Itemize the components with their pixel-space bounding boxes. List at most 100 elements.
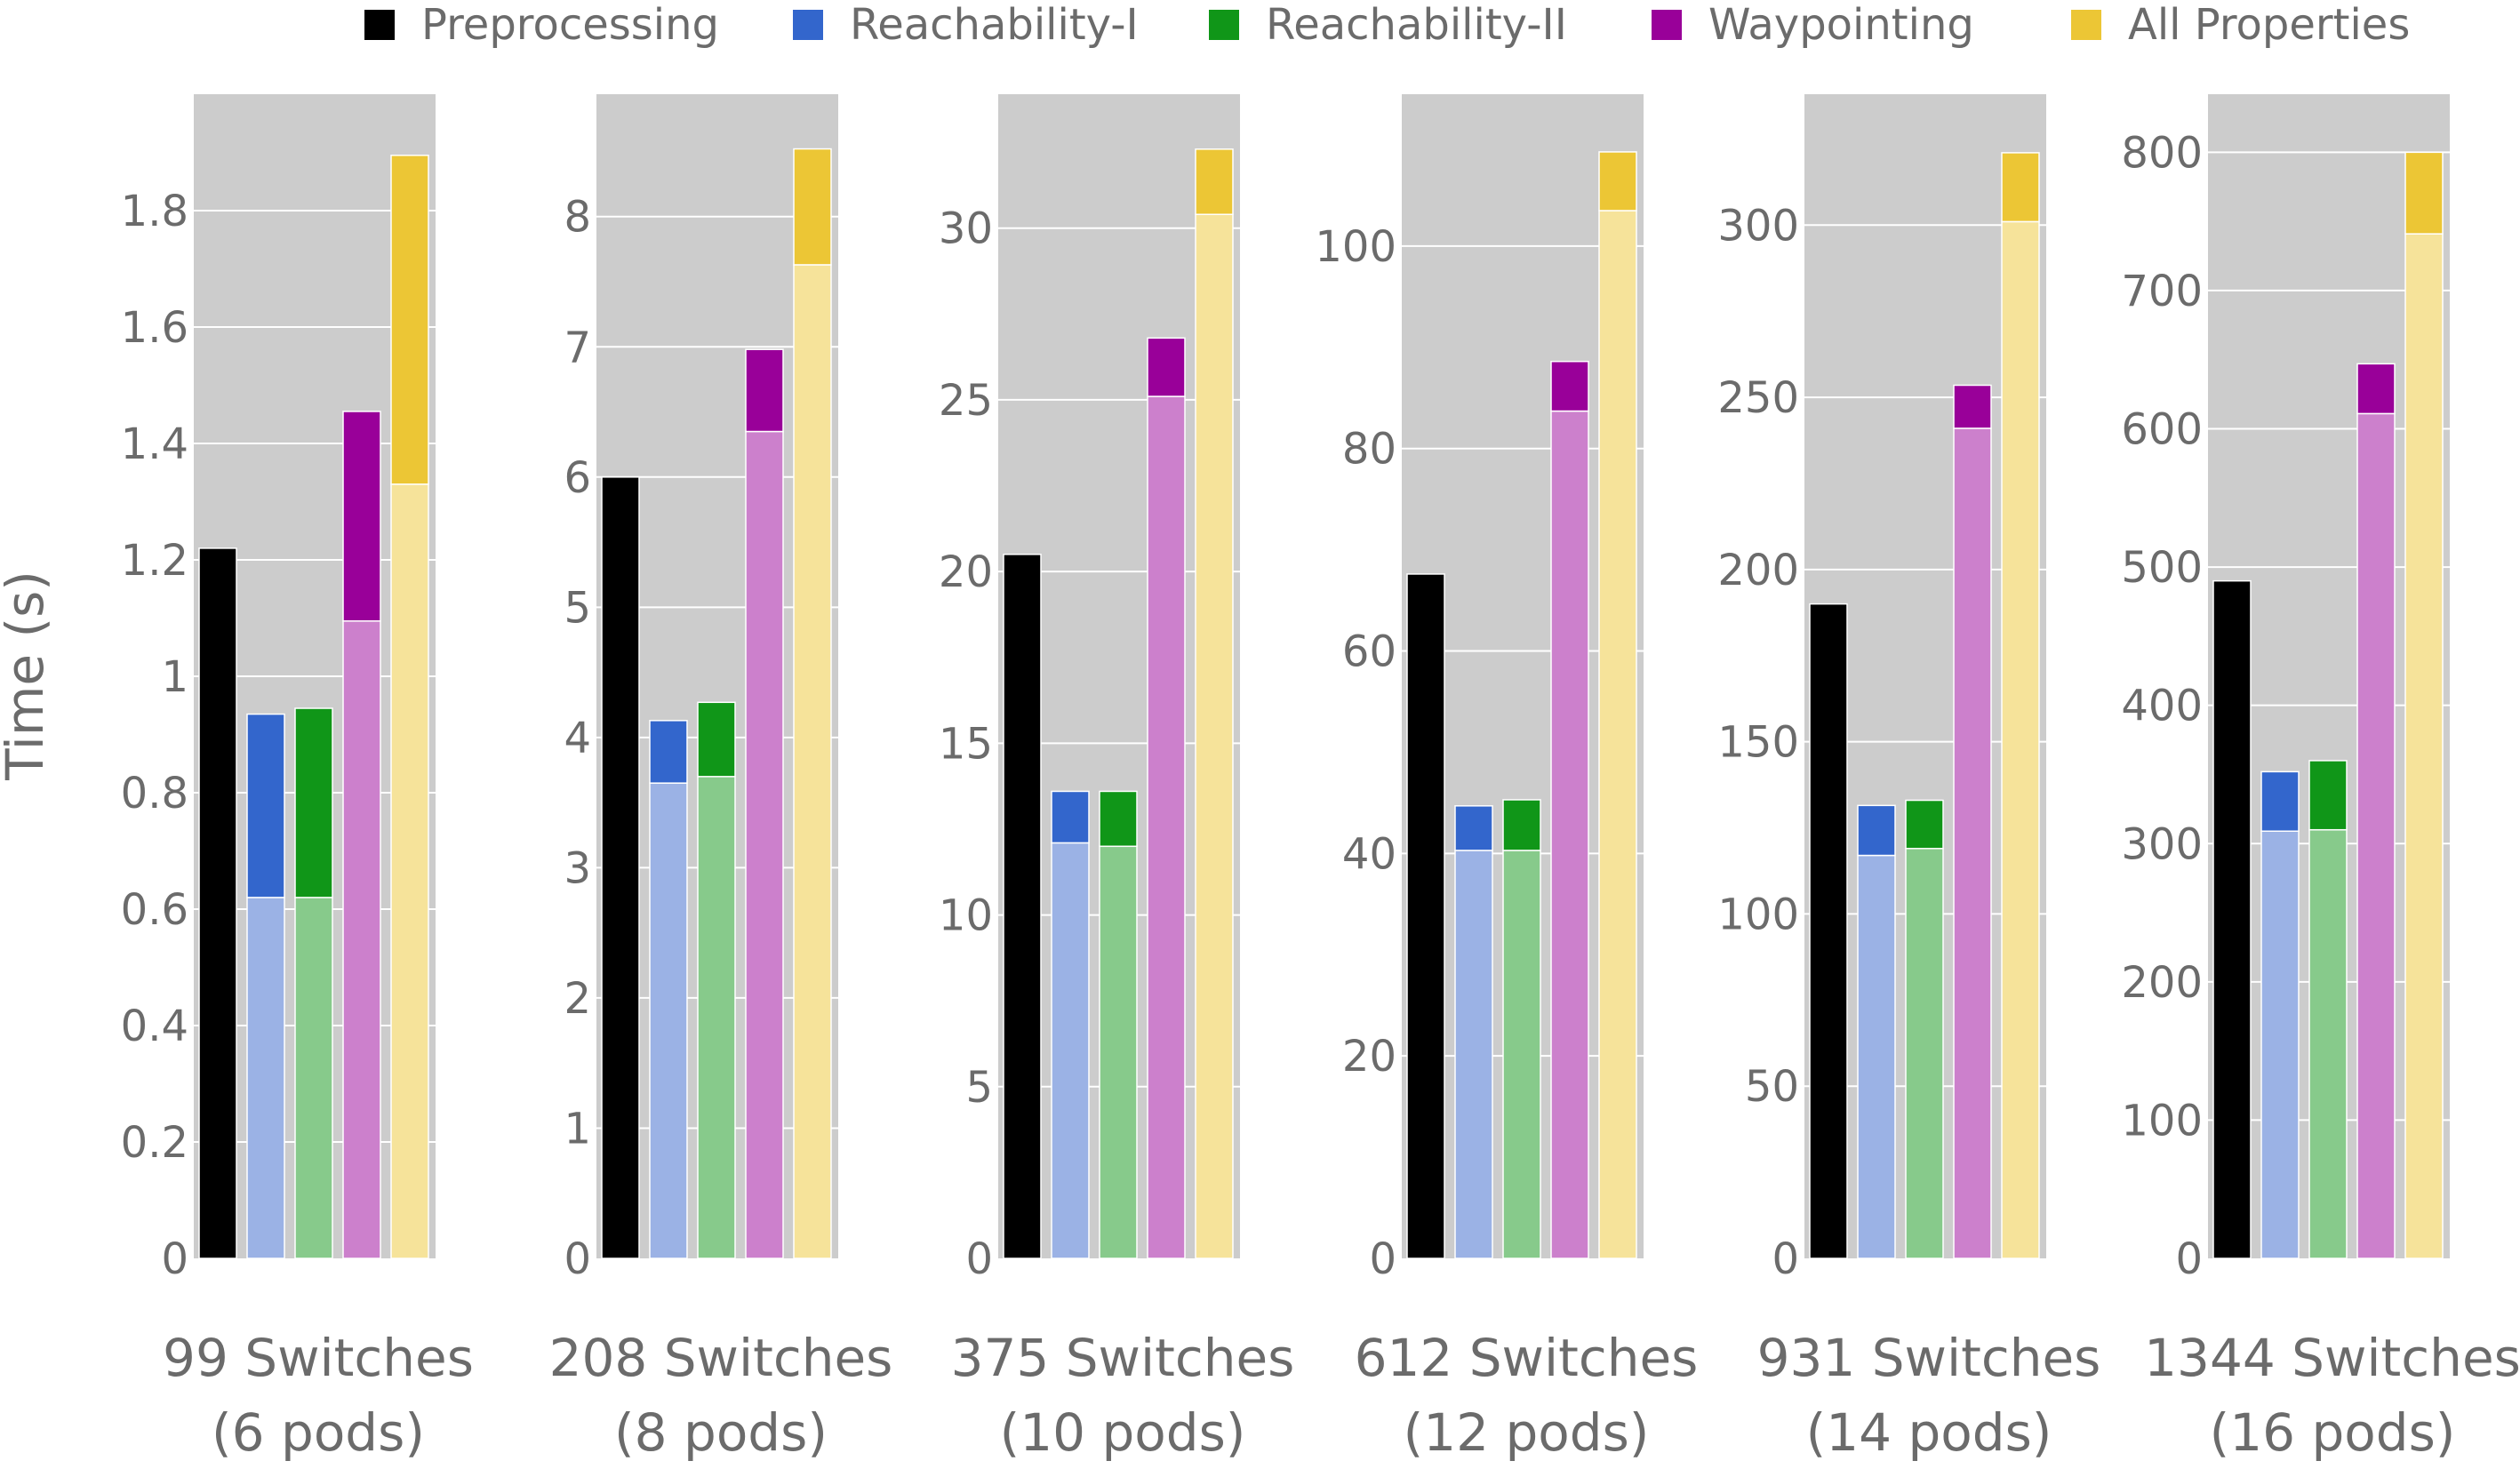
bar-waypointing-increment [1147, 337, 1186, 397]
bar-all-properties-increment [1598, 151, 1637, 212]
y-tick-label: 100 [1315, 222, 1396, 272]
y-tick-label: 15 [939, 719, 993, 769]
panel: 0 0.2 0.4 0.6 0.8 1 1.2 1.4 1.6 1.8 99 Switches (6 … [121, 94, 474, 1463]
y-tick-label: 3 [564, 843, 591, 893]
y-tick-label: 1 [161, 652, 188, 702]
y-tick-label: 0 [1369, 1234, 1396, 1284]
bar-reachability-i-base [246, 897, 285, 1259]
legend-item: Waypointing [1652, 0, 1974, 50]
bar-preprocessing-base [1809, 603, 1848, 1259]
x-category-label: 1344 Switches [2144, 1328, 2520, 1388]
y-tick-label: 0.8 [121, 769, 188, 818]
y-tick-label: 1.6 [121, 303, 188, 353]
bar-reachability-ii-base [1502, 850, 1541, 1259]
y-tick-label: 20 [1342, 1032, 1396, 1082]
panel: 0 100 200 300 400 500 600 700 800 1344 Switches (1… [2121, 94, 2520, 1463]
bar-waypointing-increment [1550, 360, 1589, 412]
legend: Preprocessing Reachability-I Reachability-… [0, 0, 2520, 53]
legend-item: Preprocessing [364, 0, 719, 50]
y-tick-label: 2 [564, 974, 591, 1024]
bar-waypointing-base [1550, 410, 1589, 1259]
y-tick-label: 700 [2121, 267, 2203, 316]
bar-all-properties-base [1598, 210, 1637, 1259]
bar-waypointing-base [2356, 412, 2396, 1259]
bar-all-properties-base [390, 483, 429, 1259]
bar-reachability-ii-increment [294, 707, 333, 898]
legend-label: Reachability-I [850, 0, 1139, 50]
x-category-sublabel: (14 pods) [1806, 1402, 2052, 1463]
bar-all-properties-increment [2404, 151, 2444, 235]
panel: 0 1 2 3 4 5 6 7 8 208 Switches (8 pods) [549, 94, 893, 1463]
y-tick-label: 0 [161, 1234, 188, 1284]
y-tick-label: 300 [1717, 201, 1799, 251]
bar-waypointing-base [1147, 395, 1186, 1259]
bar-reachability-ii-base [2308, 828, 2348, 1259]
x-category-label: 99 Switches [163, 1328, 474, 1388]
panel: 0 50 100 150 200 250 300 931 Switches (14 pods) [1717, 94, 2100, 1463]
y-tick-label: 600 [2121, 405, 2203, 455]
legend-item: Reachability-I [793, 0, 1139, 50]
x-category-label: 612 Switches [1355, 1328, 1699, 1388]
x-category-label: 208 Switches [549, 1328, 893, 1388]
legend-swatch [2071, 10, 2101, 40]
y-tick-label: 60 [1342, 627, 1396, 677]
y-tick-label: 200 [1717, 546, 1799, 595]
bar-reachability-ii-base [294, 897, 333, 1259]
legend-swatch [1209, 10, 1239, 40]
y-tick-label: 1.8 [121, 187, 188, 236]
legend-swatch [1652, 10, 1682, 40]
bar-reachability-ii-increment [1905, 799, 1944, 850]
x-category-sublabel: (12 pods) [1404, 1402, 1650, 1463]
bar-reachability-ii-base [697, 776, 736, 1259]
bar-waypointing-base [342, 620, 381, 1259]
legend-swatch [793, 10, 823, 40]
y-tick-label: 0 [2175, 1234, 2203, 1284]
y-tick-label: 6 [564, 453, 591, 503]
y-tick-label: 30 [939, 204, 993, 254]
y-tick-label: 4 [564, 714, 591, 763]
bar-waypointing-increment [1953, 384, 1992, 429]
bar-preprocessing-base [2212, 579, 2252, 1259]
y-tick-label: 0.6 [121, 885, 188, 935]
bar-reachability-i-increment [2260, 770, 2300, 833]
bar-reachability-i-base [649, 782, 688, 1259]
y-tick-label: 1.4 [121, 419, 188, 469]
bar-waypointing-increment [745, 348, 784, 433]
bar-all-properties-base [1195, 213, 1234, 1259]
bar-waypointing-base [745, 430, 784, 1259]
bar-all-properties-increment [1195, 148, 1234, 216]
bar-all-properties-increment [793, 148, 832, 266]
y-tick-label: 40 [1342, 829, 1396, 879]
legend-label: Reachability-II [1266, 0, 1567, 50]
y-tick-label: 300 [2121, 819, 2203, 869]
y-tick-label: 1 [564, 1104, 591, 1154]
x-category-sublabel: (6 pods) [212, 1402, 425, 1463]
bar-reachability-i-base [1051, 842, 1090, 1259]
bar-reachability-ii-increment [697, 701, 736, 778]
bar-waypointing-increment [2356, 363, 2396, 415]
bar-all-properties-increment [390, 155, 429, 485]
bar-preprocessing-base [1003, 554, 1042, 1259]
bar-reachability-i-increment [246, 713, 285, 898]
bar-waypointing-increment [342, 411, 381, 622]
legend-item: Reachability-II [1209, 0, 1567, 50]
bar-reachability-ii-base [1099, 845, 1138, 1259]
y-tick-label: 150 [1717, 718, 1799, 768]
legend-label: Preprocessing [421, 0, 719, 50]
y-tick-label: 0 [1772, 1234, 1799, 1284]
bar-reachability-i-base [1454, 850, 1493, 1259]
bar-reachability-i-increment [1454, 805, 1493, 851]
bar-waypointing-base [1953, 427, 1992, 1259]
x-category-sublabel: (16 pods) [2210, 1402, 2456, 1463]
bar-reachability-ii-increment [1099, 790, 1138, 848]
panel: 0 5 10 15 20 25 30 375 Switches (10 pods) [939, 94, 1294, 1463]
bar-preprocessing-base [198, 547, 237, 1259]
y-tick-label: 1.2 [121, 536, 188, 586]
y-tick-label: 8 [564, 193, 591, 243]
x-category-sublabel: (8 pods) [614, 1402, 828, 1463]
bar-all-properties-base [2001, 220, 2040, 1259]
y-tick-label: 7 [564, 323, 591, 372]
bar-reachability-i-increment [1857, 804, 1896, 857]
